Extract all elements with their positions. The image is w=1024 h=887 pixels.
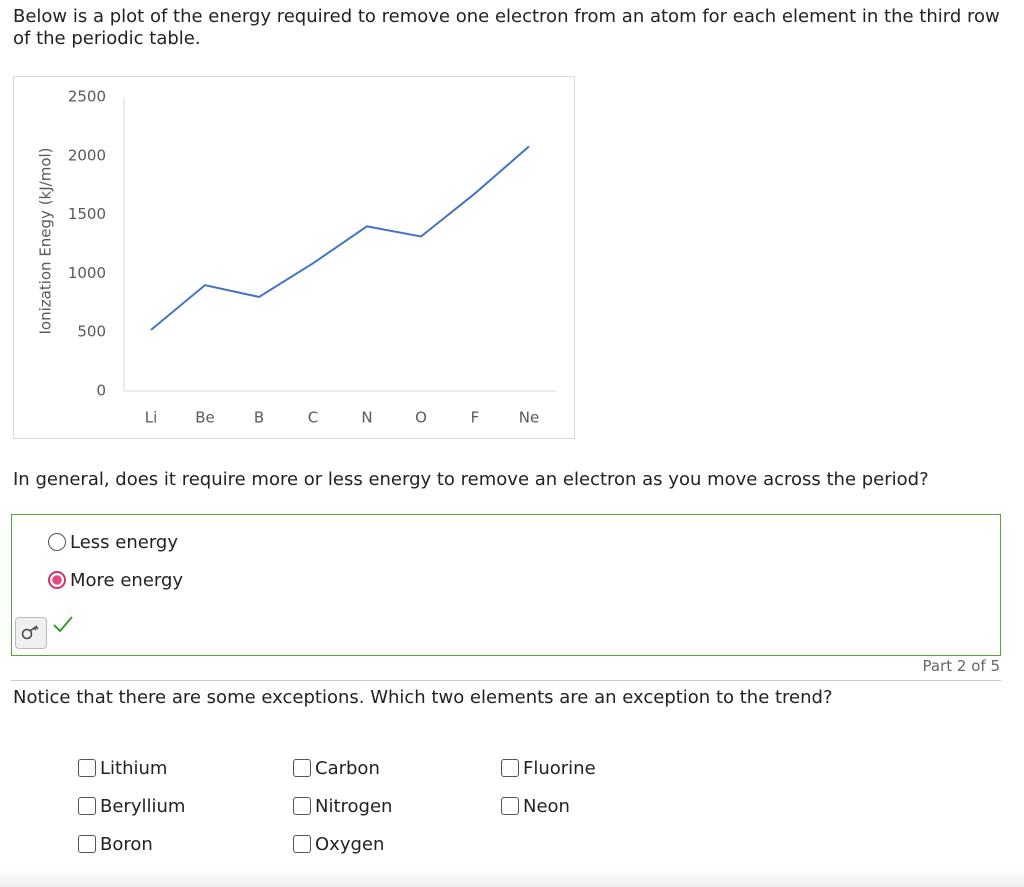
- x-tick-label: N: [361, 409, 372, 427]
- option[interactable]: More energy: [48, 561, 183, 599]
- y-tick-label: 2000: [68, 146, 106, 164]
- chart-box: Ionization Enegy (kJ/mol) 0 500 1000 1500 20…: [13, 76, 575, 439]
- x-tick-label: B: [254, 409, 264, 427]
- option[interactable]: Lithium: [78, 749, 293, 787]
- option[interactable]: Fluorine: [501, 749, 701, 787]
- checkbox[interactable]: [293, 797, 311, 815]
- x-tick-label: F: [471, 409, 480, 427]
- checkbox[interactable]: [78, 835, 96, 853]
- option[interactable]: Carbon: [293, 749, 501, 787]
- checkbox[interactable]: [293, 759, 311, 777]
- option-label: Neon: [523, 795, 570, 817]
- key-icon: [21, 625, 39, 640]
- option[interactable]: Boron: [78, 825, 293, 863]
- y-tick-label: 2500: [68, 88, 106, 106]
- checkbox[interactable]: [501, 759, 519, 777]
- option-label: Boron: [100, 833, 153, 855]
- y-tick-label: 500: [77, 323, 106, 341]
- option-label: Oxygen: [315, 833, 385, 855]
- option-label: Carbon: [315, 757, 380, 779]
- radio-button[interactable]: [48, 571, 66, 589]
- checkbox[interactable]: [78, 759, 96, 777]
- data-line: [150, 145, 530, 331]
- option-label: Fluorine: [523, 757, 596, 779]
- answer-box: [11, 514, 1001, 656]
- footer-band: [0, 868, 1024, 887]
- intro-text: Below is a plot of the energy required t…: [13, 6, 1000, 49]
- option-label: More energy: [70, 569, 184, 591]
- option-label: Lithium: [100, 757, 168, 779]
- part-label: Part 2 of 5: [922, 657, 1000, 675]
- x-tick-label: C: [308, 409, 318, 427]
- option[interactable]: Oxygen: [293, 825, 501, 863]
- x-tick-label: O: [415, 409, 427, 427]
- x-tick-label: Be: [195, 409, 215, 427]
- key-button[interactable]: [15, 617, 47, 649]
- option-label: Beryllium: [100, 795, 186, 817]
- option[interactable]: Less energy: [48, 523, 183, 561]
- option[interactable]: Neon: [501, 787, 701, 825]
- check-mark: [53, 616, 73, 633]
- y-tick-label: 1500: [68, 205, 106, 223]
- x-tick-label: Ne: [519, 409, 539, 427]
- y-tick-label: 0: [96, 382, 106, 400]
- question-text: Notice that there are some exceptions. W…: [13, 687, 833, 708]
- question-text: In general, does it require more or less…: [13, 469, 929, 490]
- divider: [11, 680, 1001, 681]
- chart: Ionization Enegy (kJ/mol) 0 500 1000 1500 20…: [37, 88, 556, 427]
- radio-group: Less energy More energy: [48, 523, 183, 599]
- option[interactable]: Beryllium: [78, 787, 293, 825]
- option-label: Less energy: [70, 531, 178, 553]
- checkbox[interactable]: [293, 835, 311, 853]
- x-tick-label: Li: [145, 409, 158, 427]
- option-label: Nitrogen: [315, 795, 393, 817]
- checkbox[interactable]: [78, 797, 96, 815]
- checkbox[interactable]: [501, 797, 519, 815]
- radio-button[interactable]: [48, 533, 66, 551]
- checkbox-group: Lithium Beryllium Boron Carbon Nitrogen Oxyge…: [78, 749, 701, 863]
- y-axis-title: Ionization Enegy (kJ/mol): [37, 147, 55, 334]
- y-tick-label: 1000: [68, 264, 106, 282]
- option[interactable]: Nitrogen: [293, 787, 501, 825]
